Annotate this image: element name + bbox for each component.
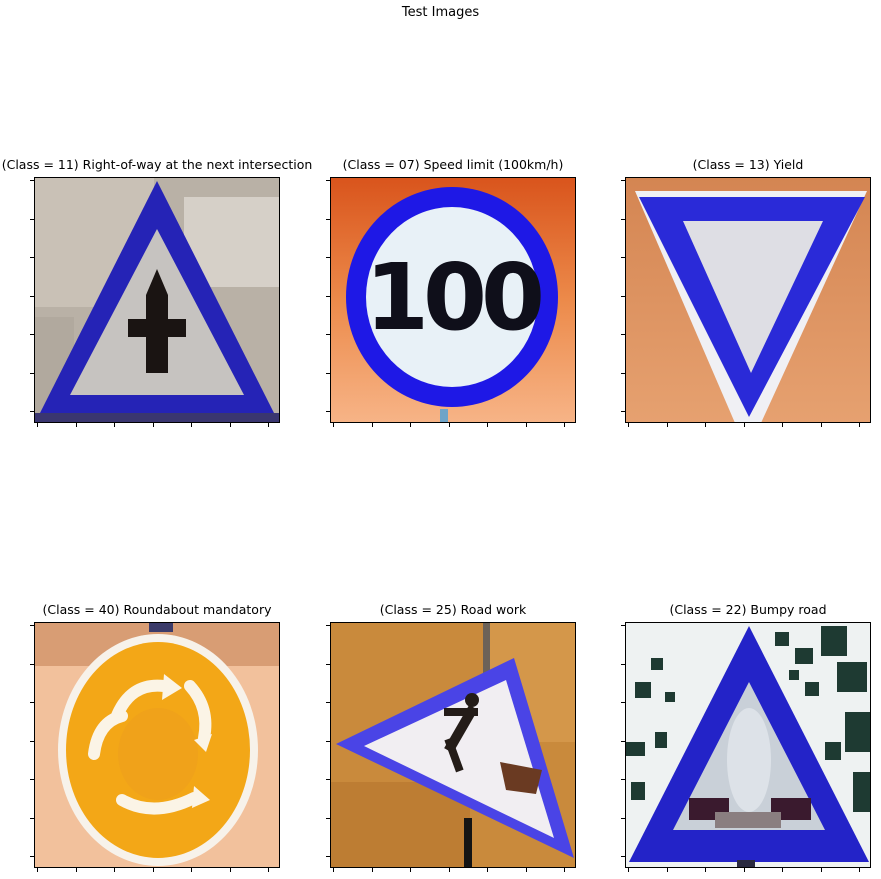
subplot-title: (Class = 40) Roundabout mandatory [42,602,272,617]
yield-sign-image [625,177,871,423]
subplot-bumpy-road: (Class = 22) Bumpy road [621,602,871,872]
speed-limit-sign-image: 100 [330,177,576,423]
right-of-way-sign-image [34,177,280,423]
figure-title: Test Images [401,5,480,20]
subplot-title: (Class = 11) Right-of-way at the next in… [1,157,313,172]
subplot-title: (Class = 07) Speed limit (100km/h) [342,157,564,172]
roundabout-sign-image [34,622,280,868]
subplot-title: (Class = 22) Bumpy road [669,602,827,617]
subplot-right-of-way: (Class = 11) Right-of-way at the next in… [2,157,312,427]
subplot-title: (Class = 13) Yield [692,157,804,172]
subplot-yield: (Class = 13) Yield [621,157,871,427]
subplot-title: (Class = 25) Road work [379,602,527,617]
bumpy-road-sign-image [625,622,871,868]
subplot-roundabout: (Class = 40) Roundabout mandatory [30,602,280,872]
road-work-sign-image [330,622,576,868]
speed-limit-number: 100 [365,244,541,351]
subplot-road-work: (Class = 25) Road work [326,602,576,872]
subplot-speed-limit-100: (Class = 07) Speed limit (100km/h) 100 [326,157,576,427]
